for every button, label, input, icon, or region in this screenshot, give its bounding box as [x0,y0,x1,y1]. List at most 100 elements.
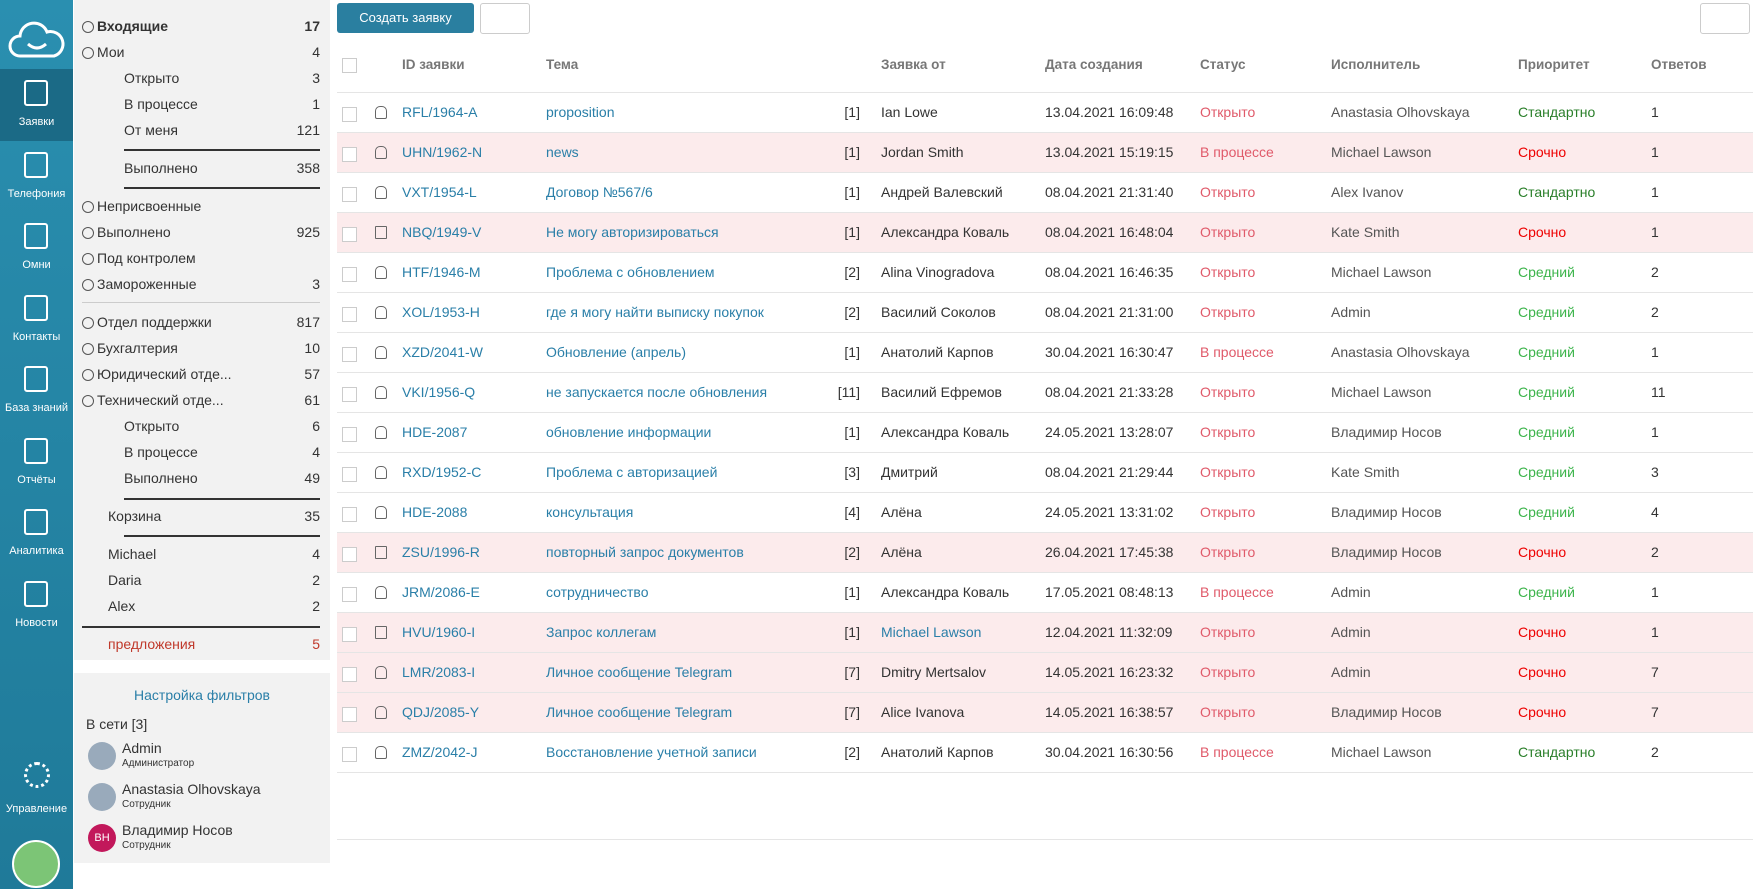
subject[interactable]: Восстановление учетной записи [546,744,757,760]
filter-settings-link[interactable]: Настройка фильтров [134,687,270,703]
ticket-id[interactable]: LMR/2083-I [402,664,476,680]
ticket-row[interactable] [337,333,1753,373]
filter-label[interactable]: Отдел поддержки [97,314,212,330]
user-name[interactable]: Владимир Носов [122,822,233,838]
create-button[interactable]: Создать заявку [337,3,474,33]
ticket-id[interactable]: HDE-2088 [402,504,468,520]
filter-label[interactable]: Замороженные [97,276,197,292]
ticket-id[interactable]: XZD/2041-W [402,344,483,360]
row-checkbox[interactable] [342,707,357,722]
row-checkbox[interactable] [342,267,357,282]
filter-label[interactable]: Daria [108,572,142,588]
ticket-id[interactable]: RFL/1964-A [402,104,478,120]
subject[interactable]: повторный запрос документов [546,544,744,560]
select-all-checkbox[interactable] [342,58,357,73]
ticket-id[interactable]: NBQ/1949-V [402,224,482,240]
nav-item[interactable]: База знаний [4,402,69,414]
subject[interactable]: обновление информации [546,424,712,440]
ticket-id[interactable]: ZSU/1996-R [402,544,480,560]
nav-item[interactable]: Заявки [18,116,55,128]
subject[interactable]: не запускается после обновления [546,384,768,400]
filter-label[interactable]: Открыто [124,418,180,434]
nav-item[interactable]: Аналитика [9,545,64,557]
subject[interactable]: Запрос коллегам [546,624,657,640]
row-checkbox[interactable] [342,747,357,762]
filter-label[interactable]: Технический отде... [97,392,224,408]
ticket-id[interactable]: VXT/1954-L [402,184,477,200]
ticket-id[interactable]: RXD/1952-C [402,464,482,480]
user-name[interactable]: Admin [122,740,162,756]
row-checkbox[interactable] [342,507,357,522]
row-checkbox[interactable] [342,667,357,682]
subject[interactable]: Обновление (апрель) [546,344,686,360]
filter-label[interactable]: Выполнено [124,470,198,486]
row-checkbox[interactable] [342,387,357,402]
ticket-id[interactable]: HTF/1946-M [402,264,481,280]
ticket-row[interactable] [337,253,1753,293]
subject[interactable]: где я могу найти выписку покупок [546,304,764,320]
ticket-id[interactable]: HDE-2087 [402,424,468,440]
subject[interactable]: консультация [546,504,634,520]
row-checkbox[interactable] [342,347,357,362]
subject[interactable]: news [546,144,579,160]
ticket-row[interactable] [337,413,1753,453]
ticket-row[interactable] [337,533,1753,573]
row-checkbox[interactable] [342,147,357,162]
nav-item[interactable]: Новости [15,616,58,629]
ticket-row[interactable] [337,733,1753,773]
ticket-row[interactable] [337,173,1753,213]
subject[interactable]: proposition [546,104,615,120]
ticket-row[interactable] [337,693,1753,733]
ticket-row[interactable] [337,453,1753,493]
ticket-row[interactable] [337,653,1753,693]
filter-label[interactable]: Alex [108,598,136,614]
filter-label[interactable]: Под контролем [97,250,196,266]
ticket-id[interactable]: ZMZ/2042-J [402,744,478,760]
ticket-row[interactable] [337,293,1753,333]
filter-label[interactable]: Открыто [124,70,180,86]
ticket-id[interactable]: VKI/1956-Q [402,384,476,400]
subject[interactable]: Не могу авторизироваться [546,224,719,240]
filter-label[interactable]: предложения [108,636,196,652]
nav-item[interactable]: Телефония [7,187,66,200]
filter-label[interactable]: От меня [124,122,178,138]
column-header[interactable]: ID заявки [402,57,465,72]
subject[interactable]: Договор №567/6 [546,184,653,200]
column-header[interactable]: Тема [546,57,579,72]
ticket-row[interactable] [337,613,1753,653]
ticket-row[interactable] [337,573,1753,613]
filter-label[interactable]: В процессе [124,96,198,112]
ticket-id[interactable]: UHN/1962-N [402,144,483,160]
subject[interactable]: Личное сообщение Telegram [546,664,733,680]
column-header[interactable]: Заявка от [881,57,946,72]
ticket-id[interactable]: JRM/2086-E [402,584,480,600]
filter-label[interactable]: Выполнено [124,160,198,176]
filter-label[interactable]: Бухгалтерия [97,340,178,356]
row-checkbox[interactable] [342,307,357,322]
ticket-row[interactable] [337,133,1753,173]
column-header[interactable]: Дата создания [1045,57,1143,72]
refresh-button[interactable] [480,3,530,34]
nav-item[interactable]: Контакты [12,330,61,343]
subject[interactable]: Проблема с авторизацией [546,464,718,480]
nav-item[interactable]: Управление [5,803,68,815]
filter-label[interactable]: В процессе [124,444,198,460]
ticket-id[interactable]: XOL/1953-H [402,304,480,320]
ticket-id[interactable]: HVU/1960-I [402,624,476,640]
row-checkbox[interactable] [342,547,357,562]
online-title[interactable]: В сети [3] [86,716,148,732]
row-checkbox[interactable] [342,427,357,442]
nav-item[interactable]: Омни [22,259,51,271]
subject[interactable]: Личное сообщение Telegram [546,704,733,720]
filter-label[interactable]: Корзина [108,508,162,524]
column-header[interactable]: Статус [1200,57,1246,72]
subject[interactable]: сотрудничество [546,584,649,600]
ticket-id[interactable]: QDJ/2085-Y [402,704,480,720]
row-checkbox[interactable] [342,107,357,122]
column-header[interactable]: Исполнитель [1331,57,1421,72]
row-checkbox[interactable] [342,627,357,642]
column-header[interactable]: Приоритет [1518,57,1590,72]
user-name[interactable]: Anastasia Olhovskaya [122,781,261,797]
ticket-row[interactable] [337,93,1753,133]
filter-label[interactable]: Входящие [97,18,168,34]
